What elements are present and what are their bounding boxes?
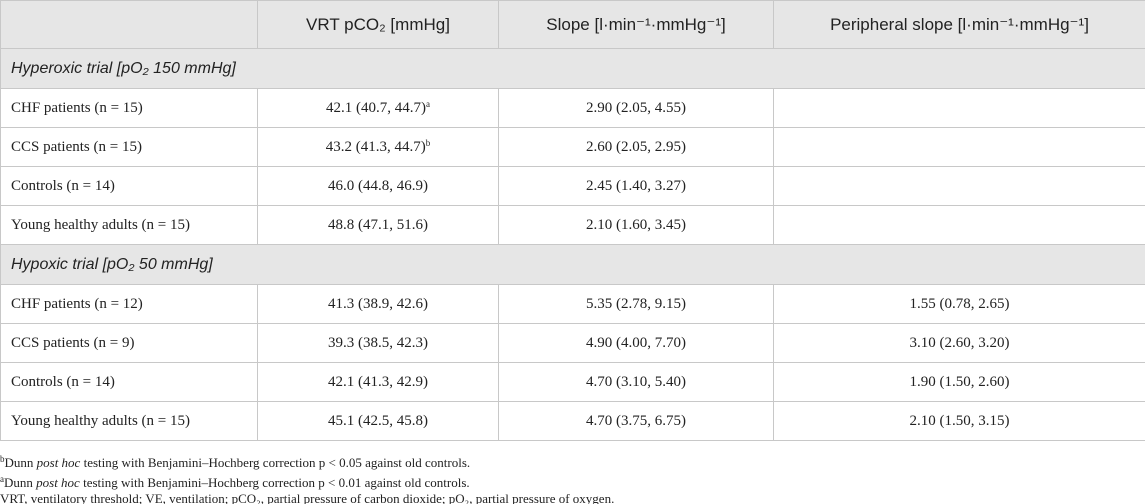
data-row: Controls (n = 14) 46.0 (44.8, 46.9) 2.45 (…	[0, 166, 1145, 206]
value-cell: 4.70 (3.75, 6.75)	[498, 401, 774, 441]
value-cell: 43.2 (41.3, 44.7)b	[257, 127, 499, 167]
data-table: VRT pCO₂ [mmHg] Slope [l·min⁻¹·mmHg⁻¹] Per…	[0, 0, 1145, 441]
footnote-text: Dunn	[4, 455, 37, 470]
data-row: CCS patients (n = 15) 43.2 (41.3, 44.7)b 2…	[0, 127, 1145, 167]
row-label: Controls (n = 14)	[0, 362, 258, 402]
row-label: CHF patients (n = 12)	[0, 284, 258, 324]
data-row: CHF patients (n = 15) 42.1 (40.7, 44.7)a 2…	[0, 88, 1145, 128]
header-row: VRT pCO₂ [mmHg] Slope [l·min⁻¹·mmHg⁻¹] Per…	[0, 0, 1145, 49]
value-cell: 2.60 (2.05, 2.95)	[498, 127, 774, 167]
value-cell: 2.90 (2.05, 4.55)	[498, 88, 774, 128]
footnote-text: post hoc	[36, 455, 81, 470]
value-cell: 5.35 (2.78, 9.15)	[498, 284, 774, 324]
footnote-text: testing with Benjamini–Hochberg correcti…	[80, 455, 471, 470]
footnote-text: post hoc	[36, 475, 80, 490]
value-cell: 41.3 (38.9, 42.6)	[257, 284, 499, 324]
value-cell: 45.1 (42.5, 45.8)	[257, 401, 499, 441]
section-title: Hypoxic trial [pO₂ 50 mmHg]	[0, 244, 1145, 285]
row-label: CCS patients (n = 9)	[0, 323, 258, 363]
row-label: Young healthy adults (n = 15)	[0, 205, 258, 245]
value-cell: 46.0 (44.8, 46.9)	[257, 166, 499, 206]
value-cell: 2.10 (1.50, 3.15)	[773, 401, 1145, 441]
footnote: VRT, ventilatory threshold; VE, ventilat…	[0, 489, 1145, 504]
value-cell: 4.70 (3.10, 5.40)	[498, 362, 774, 402]
footnotes: bDunn post hoc testing with Benjamini–Ho…	[0, 449, 1145, 504]
value-cell: 3.10 (2.60, 3.20)	[773, 323, 1145, 363]
section-title: Hyperoxic trial [pO₂ 150 mmHg]	[0, 48, 1145, 89]
empty-cell	[773, 127, 1145, 167]
value-cell: 42.1 (40.7, 44.7)a	[257, 88, 499, 128]
column-header: Slope [l·min⁻¹·mmHg⁻¹]	[498, 0, 774, 49]
section-row: Hyperoxic trial [pO₂ 150 mmHg]	[0, 48, 1145, 89]
value-cell: 4.90 (4.00, 7.70)	[498, 323, 774, 363]
empty-cell	[773, 205, 1145, 245]
value-cell: 39.3 (38.5, 42.3)	[257, 323, 499, 363]
row-label: Controls (n = 14)	[0, 166, 258, 206]
section-row: Hypoxic trial [pO₂ 50 mmHg]	[0, 244, 1145, 285]
value-cell: 2.10 (1.60, 3.45)	[498, 205, 774, 245]
footnote-mark: a	[426, 99, 430, 109]
empty-cell	[773, 88, 1145, 128]
data-row: Controls (n = 14) 42.1 (41.3, 42.9) 4.70 (…	[0, 362, 1145, 402]
data-row: CHF patients (n = 12) 41.3 (38.9, 42.6) 5.…	[0, 284, 1145, 324]
column-header: Peripheral slope [l·min⁻¹·mmHg⁻¹]	[773, 0, 1145, 49]
footnote-text: VRT, ventilatory threshold; VE, ventilat…	[0, 491, 615, 504]
table-body: Hyperoxic trial [pO₂ 150 mmHg] CHF patien…	[0, 48, 1145, 441]
cell-value: 42.1 (40.7, 44.7)	[326, 100, 426, 116]
footnote-mark: b	[425, 138, 431, 148]
row-label: CHF patients (n = 15)	[0, 88, 258, 128]
footnote-text: testing with Benjamini–Hochberg correcti…	[79, 475, 470, 490]
footnote-text: Dunn	[4, 475, 37, 490]
value-cell: 48.8 (47.1, 51.6)	[257, 205, 499, 245]
footnote: bDunn post hoc testing with Benjamini–Ho…	[0, 449, 1145, 470]
value-cell: 2.45 (1.40, 3.27)	[498, 166, 774, 206]
footnote-mark: b	[0, 454, 5, 464]
data-row: Young healthy adults (n = 15) 45.1 (42.5,…	[0, 401, 1145, 441]
footnote-mark: a	[0, 474, 4, 484]
value-cell: 42.1 (41.3, 42.9)	[257, 362, 499, 402]
row-label: CCS patients (n = 15)	[0, 127, 258, 167]
footnote: aDunn post hoc testing with Benjamini–Ho…	[0, 469, 1145, 490]
header-cell	[0, 0, 258, 49]
data-row: CCS patients (n = 9) 39.3 (38.5, 42.3) 4.9…	[0, 323, 1145, 363]
data-row: Young healthy adults (n = 15) 48.8 (47.1,…	[0, 205, 1145, 245]
row-label: Young healthy adults (n = 15)	[0, 401, 258, 441]
column-header: VRT pCO₂ [mmHg]	[257, 0, 499, 49]
value-cell: 1.90 (1.50, 2.60)	[773, 362, 1145, 402]
cell-value: 43.2 (41.3, 44.7)	[325, 139, 426, 155]
value-cell: 1.55 (0.78, 2.65)	[773, 284, 1145, 324]
empty-cell	[773, 166, 1145, 206]
